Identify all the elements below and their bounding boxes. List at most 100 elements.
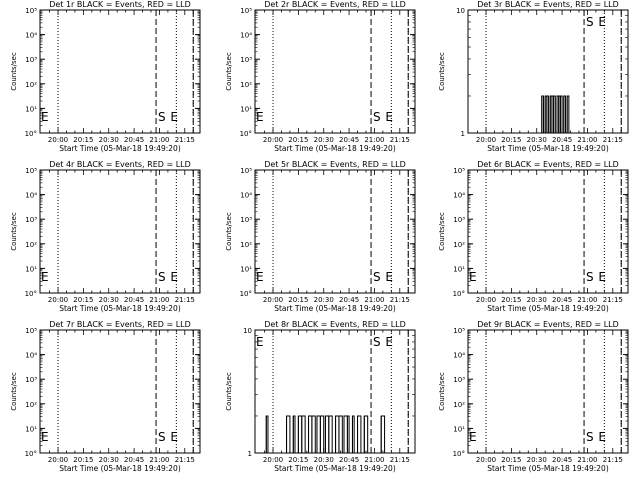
x-tick-label: 21:15 [175,456,195,464]
plot-frame [467,169,629,294]
x-tick-label: 20:00 [476,456,496,464]
panel-3: Det 3r BLACK = Events, RED = LLD 1 10 Count… [438,0,629,153]
y-tick-label: 10⁴ [25,32,37,40]
y-axis-label: Counts/sec [225,372,233,411]
x-tick-label: 20:45 [339,296,359,304]
e-start-marker: E [256,270,264,284]
x-tick-label: 21:15 [603,136,623,144]
y-tick-label: 10² [240,81,252,89]
x-tick-label: 21:15 [603,296,623,304]
e-start-marker: E [469,270,477,284]
y-tick-label: 10° [25,290,37,298]
x-tick-label: 20:15 [288,296,308,304]
panel-4: Det 4r BLACK = Events, RED = LLD 10° 10¹ 10… [10,160,201,313]
s-marker: S [158,270,166,284]
y-tick-label: 10⁴ [25,192,37,200]
x-tick-label: 20:45 [124,296,144,304]
x-tick-label: 20:30 [527,136,547,144]
events-series-line [265,415,387,454]
e-marker: E [598,270,606,284]
y-tick-label: 10¹ [453,425,465,433]
y-tick-label: 10° [453,450,465,458]
x-axis-label: Start Time (05-Mar-18 19:49:20) [274,144,396,153]
y-tick-label: 10° [240,130,252,138]
y-tick-label: 10¹ [240,105,252,113]
panel-2: Det 2r BLACK = Events, RED = LLD 10° 10¹ 10… [225,0,416,153]
s-marker: S [373,335,381,349]
x-axis-label: Start Time (05-Mar-18 19:49:20) [274,304,396,313]
x-tick-label: 21:00 [364,456,384,464]
y-tick-label: 10⁴ [240,192,252,200]
y-tick-label: 10¹ [25,105,37,113]
y-tick-label: 10³ [453,216,465,224]
x-tick-label: 20:00 [48,296,68,304]
x-tick-label: 20:45 [339,136,359,144]
y-tick-label: 10¹ [25,265,37,273]
x-axis-label: Start Time (05-Mar-18 19:49:20) [59,304,181,313]
y-tick-label: 10 [243,327,252,335]
x-tick-label: 20:45 [552,136,572,144]
x-tick-label: 21:15 [390,456,410,464]
x-tick-label: 20:00 [263,456,283,464]
y-axis-label: Counts/sec [225,52,233,91]
y-tick-label: 10° [453,290,465,298]
x-tick-label: 20:00 [476,296,496,304]
y-tick-label: 10⁴ [25,352,37,360]
y-tick-label: 10² [25,81,37,89]
x-tick-label: 20:30 [314,136,334,144]
y-axis-label: Counts/sec [438,372,446,411]
e-marker: E [598,15,606,29]
y-axis-label: Counts/sec [438,52,446,91]
x-tick-label: 20:00 [263,296,283,304]
y-tick-label: 10⁵ [25,167,37,175]
e-marker: E [385,110,393,124]
panel-title: Det 2r BLACK = Events, RED = LLD [264,0,406,9]
y-axis-label: Counts/sec [10,372,18,411]
s-marker: S [586,430,594,444]
x-tick-label: 21:15 [390,136,410,144]
y-tick-label: 10 [456,7,465,15]
x-tick-label: 21:00 [364,296,384,304]
x-tick-label: 20:15 [501,136,521,144]
y-tick-label: 10° [240,290,252,298]
y-tick-label: 10² [240,241,252,249]
x-tick-label: 20:15 [73,456,93,464]
y-tick-label: 10¹ [25,425,37,433]
e-start-marker: E [41,430,49,444]
x-tick-label: 20:15 [73,296,93,304]
x-axis-label: Start Time (05-Mar-18 19:49:20) [487,144,609,153]
plot-frame [39,329,201,454]
x-axis-label: Start Time (05-Mar-18 19:49:20) [59,144,181,153]
x-tick-label: 20:00 [476,136,496,144]
events-series-line [540,95,571,134]
y-tick-label: 10⁵ [25,7,37,15]
panel-7: Det 7r BLACK = Events, RED = LLD 10° 10¹ 10… [10,320,201,473]
x-axis-label: Start Time (05-Mar-18 19:49:20) [59,464,181,473]
s-marker: S [373,270,381,284]
x-tick-label: 20:15 [73,136,93,144]
y-tick-label: 10⁴ [453,192,465,200]
y-tick-label: 10⁵ [240,7,252,15]
x-tick-label: 20:45 [552,296,572,304]
x-tick-label: 20:15 [501,296,521,304]
plot-frame [39,9,201,134]
panel-5: Det 5r BLACK = Events, RED = LLD 10° 10¹ 10… [225,160,416,313]
y-tick-label: 10¹ [240,265,252,273]
e-start-marker: E [256,335,264,349]
x-tick-label: 21:00 [149,136,169,144]
y-axis-label: Counts/sec [10,52,18,91]
e-start-marker: E [41,270,49,284]
x-tick-label: 20:00 [263,136,283,144]
panel-1: Det 1r BLACK = Events, RED = LLD 10° 10¹ 10… [10,0,201,153]
plot-frame [467,9,629,134]
y-axis-label: Counts/sec [438,212,446,251]
y-tick-label: 10² [25,241,37,249]
panel-title: Det 1r BLACK = Events, RED = LLD [49,0,191,9]
x-tick-label: 20:15 [288,136,308,144]
x-tick-label: 21:15 [603,456,623,464]
y-tick-label: 10² [453,401,465,409]
y-tick-label: 10° [25,130,37,138]
plot-frame [39,169,201,294]
x-tick-label: 20:45 [124,136,144,144]
e-marker: E [170,430,178,444]
